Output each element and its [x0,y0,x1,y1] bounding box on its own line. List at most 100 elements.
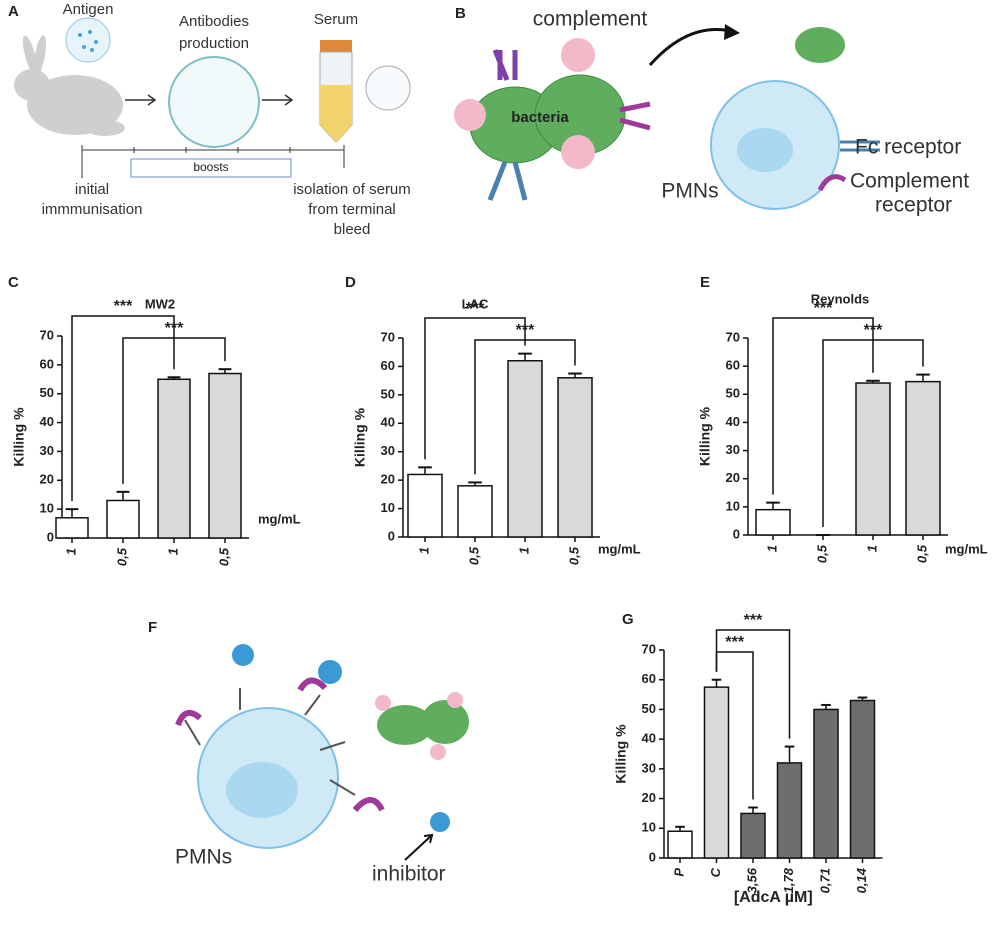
y-tick-label: 30 [381,443,395,458]
complement-receptor-icon [817,174,847,192]
significance-label: *** [864,322,883,339]
panel-letter: F [148,619,157,636]
nucleus [226,762,298,818]
complement-icon [375,695,391,711]
inhibitor-icon [232,644,254,666]
x-tick-label: 0,5 [114,547,129,566]
x-tick-label: 1 [764,545,779,552]
y-tick-label: 50 [40,385,54,400]
cells-label: PMNs [175,846,232,869]
rabbit [14,35,125,136]
y-tick-label: 40 [40,414,54,429]
bar [667,830,693,859]
y-tick-label: 70 [726,329,740,344]
significance-label: *** [114,298,133,315]
bar [157,378,191,539]
x-tick-label: 0,5 [566,546,581,565]
y-tick-label: 10 [726,498,740,513]
panel-letter: E [700,274,710,291]
significance-label: *** [466,300,485,317]
fc-receptor-icon [840,140,880,152]
arrow [262,94,294,106]
production-label: production [179,35,249,52]
panel-letter: B [455,5,466,22]
panel-letter: G [622,611,634,628]
antibody-circle [168,56,260,148]
inhibitor-label: inhibitor [372,863,446,886]
x-tick-label: 0,5 [914,544,929,563]
y-tick-label: 20 [381,472,395,487]
bar [855,382,891,536]
chart-title: Reynolds [811,291,870,306]
y-tick-label: 30 [726,442,740,457]
bacteria-icon [377,705,433,745]
significance-label: *** [814,300,833,317]
inhibitor-icon [318,660,342,684]
y-tick-label: 70 [642,641,656,656]
y-tick-label: 10 [40,501,54,516]
x-tick-label: 0,5 [814,544,829,563]
arrow [404,833,434,861]
significance-bracket [122,337,226,484]
x-tick-label: 1 [63,548,78,555]
bar [755,508,791,536]
chart-title: LAC [462,296,489,311]
start-label: immmunisation [42,201,143,218]
bar [457,485,493,538]
tube-cap [320,40,352,52]
arrow [125,94,157,106]
y-axis-title: Killing % [352,407,368,467]
x-tick-label: 3,56 [744,867,759,893]
bar [507,359,543,538]
inhibitor-icon [430,812,450,832]
bacteria-label: bacteria [511,109,569,126]
x-tick-label: P [671,868,686,877]
boosts-label: boosts [193,160,228,174]
x-tick-label: C [708,867,723,877]
complement-receptors [175,677,385,813]
cells-label: PMNs [661,180,718,203]
significance-bracket [424,317,526,460]
significance-bracket [474,339,576,475]
serum-zoom [365,65,411,111]
receptors [184,688,356,796]
complement-label: complement [533,8,648,31]
serum-fill [320,85,352,142]
end-label: isolation of serum [293,181,411,198]
y-tick-label: 60 [40,356,54,371]
y-tick-label: 50 [381,386,395,401]
y-tick-label: 0 [388,528,395,543]
end-label: from terminal [308,201,396,218]
complement-icon [430,744,446,760]
boosts-box [130,158,292,178]
y-tick-label: 60 [381,358,395,373]
significance-label: *** [165,320,184,337]
significance-bracket [822,339,924,527]
timeline-ticks [81,145,345,168]
y-tick-label: 60 [642,671,656,686]
bar [813,708,839,859]
production-label: Antibodies [179,13,249,30]
y-tick-label: 50 [642,701,656,716]
y-tick-label: 10 [381,500,395,515]
unit-label: mg/mL [945,541,988,556]
y-tick-label: 0 [733,526,740,541]
x-tick-label: 0,14 [854,867,869,893]
nucleus [737,128,793,172]
x-tick-label: 1 [864,545,879,552]
significance-label: *** [725,634,744,651]
complement-icon [447,692,463,708]
y-tick-label: 40 [381,415,395,430]
bar [740,812,766,859]
antigen-label: Antigen [63,1,114,18]
bar [407,473,443,538]
y-tick-label: 60 [726,358,740,373]
significance-bracket [772,317,874,495]
bar [208,372,242,539]
y-tick-label: 40 [642,731,656,746]
complement-receptor-label: receptor [875,194,952,217]
bacteria-icon [454,38,651,201]
x-tick-label: 1,78 [781,867,796,893]
antigen-icon [65,17,111,63]
bacteria-small [795,27,845,63]
